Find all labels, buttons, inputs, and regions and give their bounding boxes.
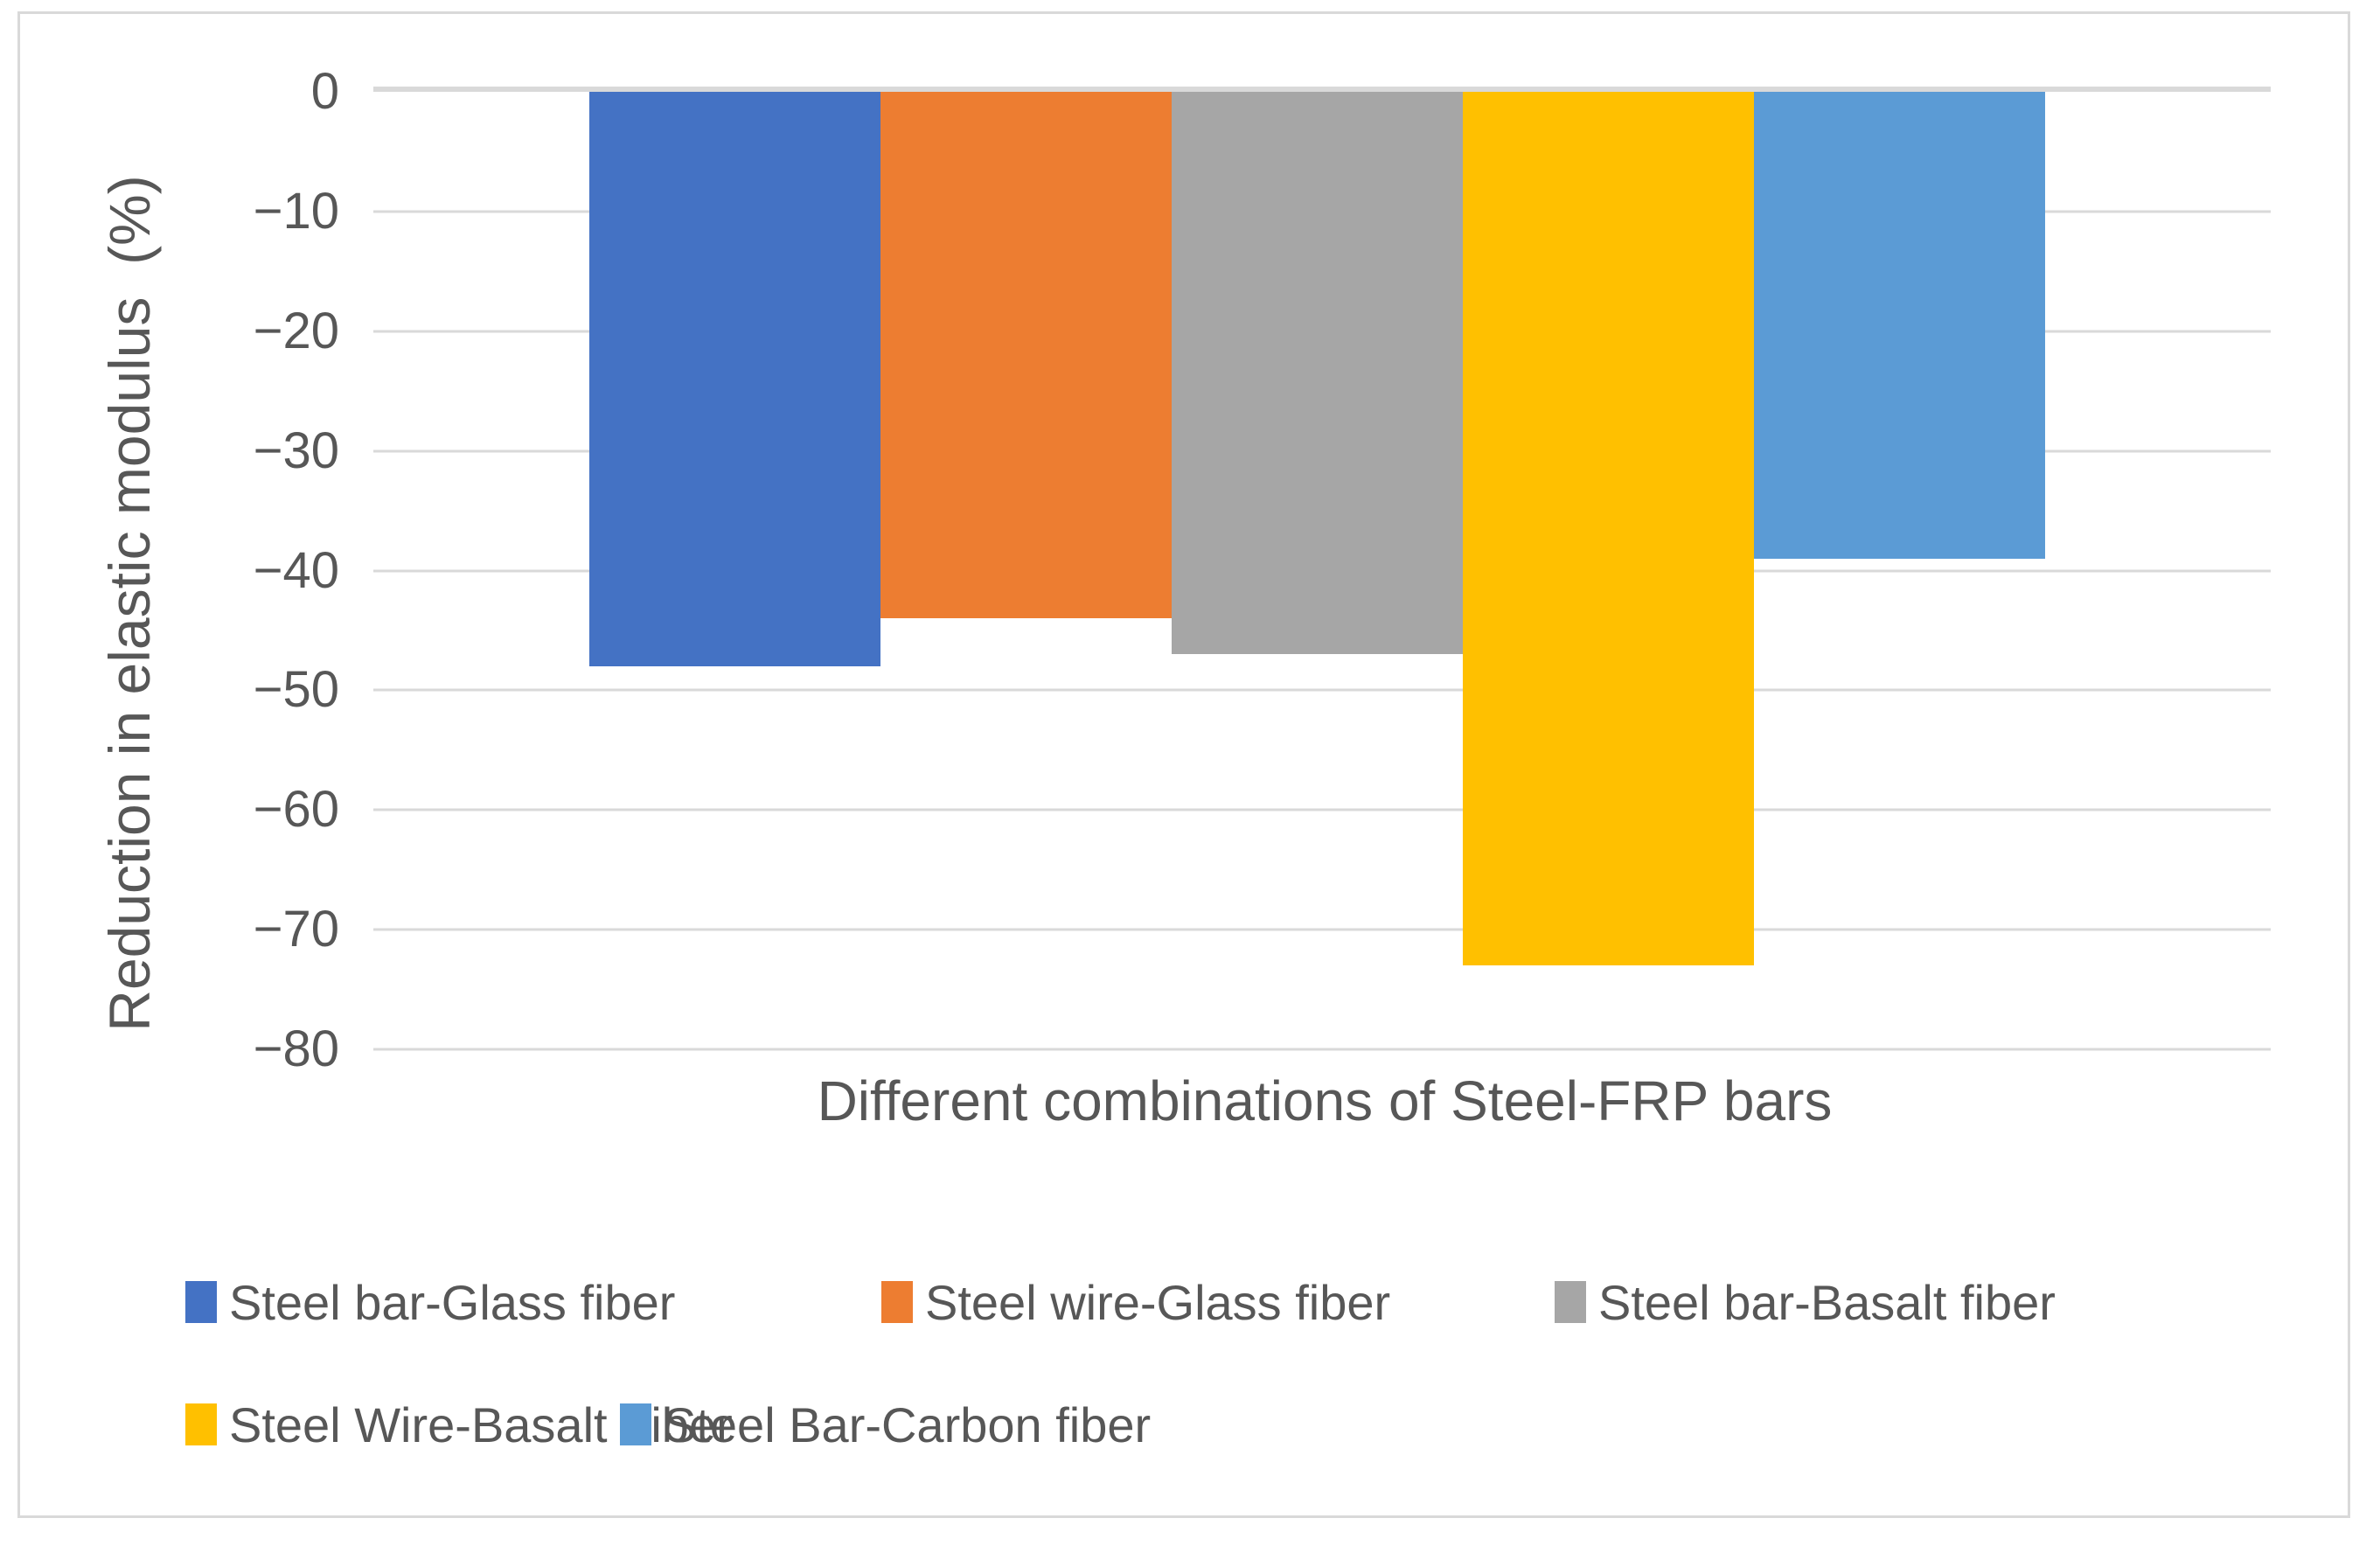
gridline — [373, 1048, 2271, 1051]
x-axis-title: Different combinations of Steel-FRP bars — [817, 1069, 1833, 1132]
gridline — [373, 808, 2271, 811]
legend-item: Steel bar-Basalt fiber — [1555, 1274, 2056, 1330]
bar-steel-wire-basalt-fiber — [1463, 92, 1754, 966]
ytick-label: −60 — [253, 781, 339, 839]
gridline — [373, 928, 2271, 931]
ytick-label: −50 — [253, 661, 339, 719]
legend-label: Steel bar-Glass fiber — [229, 1274, 676, 1330]
legend-swatch — [185, 1403, 217, 1445]
ytick-label: −30 — [253, 421, 339, 479]
legend-swatch — [881, 1281, 913, 1323]
bar-steel-bar-glass-fiber — [589, 92, 880, 666]
plot-area — [373, 87, 2271, 1051]
ytick-label: 0 — [310, 63, 339, 120]
ytick-label: −40 — [253, 541, 339, 599]
legend-item: Steel wire-Glass fiber — [881, 1274, 1391, 1330]
bar-steel-bar-basalt-fiber — [1172, 92, 1463, 655]
ytick-label: −70 — [253, 901, 339, 958]
bar-steel-wire-glass-fiber — [880, 92, 1172, 619]
legend-swatch — [1555, 1281, 1586, 1323]
legend-item: Steel bar-Glass fiber — [185, 1274, 676, 1330]
bars — [373, 92, 2271, 1049]
legend-label: Steel Bar-Carbon fiber — [664, 1396, 1152, 1452]
ytick-label: −10 — [253, 182, 339, 240]
legend-label: Steel wire-Glass fiber — [925, 1274, 1391, 1330]
legend-swatch — [185, 1281, 217, 1323]
ytick-label: −80 — [253, 1020, 339, 1077]
x-axis-line — [373, 87, 2271, 92]
legend-item: Steel Bar-Carbon fiber — [620, 1397, 1151, 1452]
bar-steel-bar-carbon-fiber — [1754, 92, 2045, 559]
ytick-label: −20 — [253, 302, 339, 359]
gridline — [373, 688, 2271, 692]
legend-swatch — [620, 1403, 651, 1445]
legend-label: Steel bar-Basalt fiber — [1598, 1274, 2056, 1330]
